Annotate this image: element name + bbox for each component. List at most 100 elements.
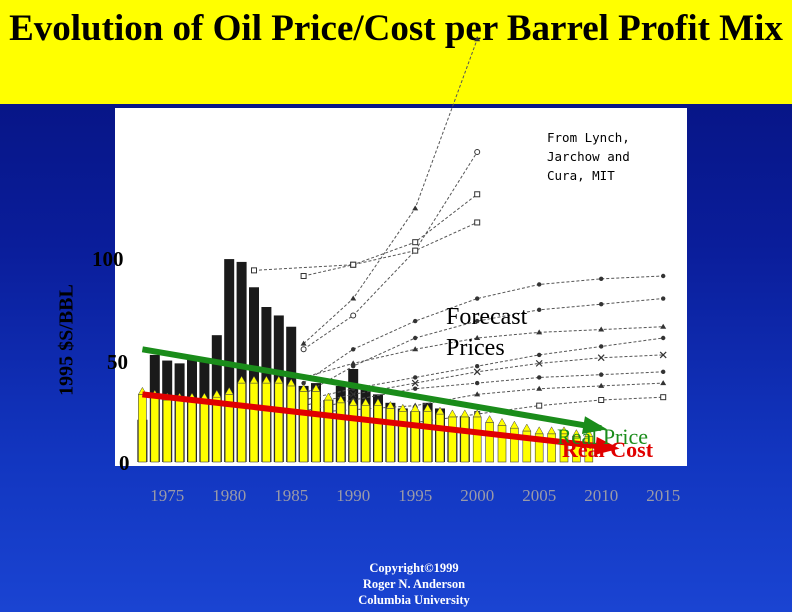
forecast-point — [474, 149, 481, 155]
real-cost-label: Real Cost — [562, 437, 654, 462]
forecast-point — [660, 323, 667, 329]
forecast-point — [536, 385, 543, 391]
forecast-point — [474, 219, 481, 226]
forecast-point — [473, 368, 481, 376]
x-tick-label: 1995 — [398, 486, 432, 505]
real-cost-bar-head — [509, 420, 519, 429]
real-cost-bar — [460, 416, 470, 463]
real-cost-bar-head — [460, 409, 470, 418]
source-note: From Lynch, Jarchow and Cura, MIT — [547, 128, 657, 185]
real-cost-bar-head — [274, 375, 284, 384]
forecast-point — [599, 372, 604, 377]
forecast-point — [598, 326, 605, 332]
source-note-line: Cura, MIT — [547, 168, 615, 183]
real-cost-bar — [150, 396, 160, 463]
real-cost-bar-head — [237, 375, 247, 384]
real-cost-bar-head — [423, 403, 433, 412]
real-cost-bar-head — [286, 378, 296, 387]
real-price-label: Real Price — [557, 424, 649, 449]
y-tick-label: 100 — [92, 247, 124, 271]
y-axis-label: 1995 $S/BBL — [55, 284, 78, 396]
real-cost-bar — [423, 410, 432, 463]
forecast-point — [599, 276, 604, 282]
x-tick-label: 2000 — [460, 486, 494, 505]
x-tick-label: 2005 — [522, 486, 556, 505]
real-cost-bar — [373, 405, 383, 463]
x-tick-label: 2010 — [584, 486, 618, 505]
real-cost-bar-head — [323, 392, 333, 401]
forecast-point — [598, 397, 605, 403]
real-cost-bar-head — [584, 429, 594, 437]
y-tick-label: 50 — [107, 350, 128, 374]
real-cost-bar-head — [336, 395, 346, 404]
real-cost-bar-head — [261, 375, 271, 384]
forecast-point — [661, 296, 666, 301]
forecast-point — [411, 379, 419, 387]
real-cost-bar-head — [398, 403, 408, 412]
forecast-point — [351, 347, 356, 352]
copyright-line: Roger N. Anderson — [362, 577, 466, 591]
real-cost-bar-head — [299, 384, 309, 392]
copyright-line: Copyright©1999 — [369, 561, 459, 575]
forecast-point — [300, 346, 307, 353]
forecast-price-line — [303, 39, 478, 345]
forecast-point — [597, 354, 605, 362]
forecast-point — [474, 335, 481, 340]
y-tick-label: 0 — [119, 451, 130, 475]
forecast-point — [413, 318, 418, 324]
real-cost-bar — [336, 402, 346, 463]
forecast-point — [300, 340, 307, 346]
forecast-point — [537, 375, 542, 380]
real-cost-bar — [361, 405, 370, 463]
forecast-point — [660, 394, 667, 401]
forecast-point — [350, 295, 357, 301]
forecast-point — [537, 307, 542, 313]
real-cost-bar-head — [497, 417, 507, 426]
forecast-price-line — [328, 382, 664, 412]
real-price-arrow-line — [141, 346, 602, 432]
real-cost-bar — [262, 382, 271, 463]
real-cost-bar — [286, 385, 296, 463]
forecast-point — [300, 273, 307, 279]
copyright-note: Copyright©1999 Roger N. Anderson Columbi… — [345, 560, 483, 608]
real-cost-bar — [472, 416, 482, 463]
real-cost-bar-head — [472, 409, 482, 418]
real-cost-bar — [175, 399, 184, 463]
forecast-point — [349, 390, 357, 398]
forecast-point — [412, 346, 419, 352]
forecast-point — [412, 247, 419, 254]
forecast-point — [598, 382, 605, 388]
forecast-point — [474, 191, 481, 198]
real-cost-bar — [187, 399, 197, 463]
real-cost-bar-head — [311, 384, 321, 392]
historical-price-bar — [236, 261, 247, 462]
forecast-point — [537, 352, 542, 358]
forecast-point — [536, 329, 543, 335]
real-cost-bar-head — [447, 409, 457, 418]
forecast-price-line — [253, 221, 478, 271]
forecast-point — [251, 267, 257, 274]
real-cost-bar-head — [547, 426, 557, 435]
forecast-point — [661, 335, 666, 341]
real-cost-bar — [410, 410, 420, 463]
real-cost-bar-head — [559, 426, 569, 435]
x-tick-label: 1985 — [274, 486, 308, 505]
forecast-point — [475, 296, 480, 301]
real-cost-bar — [162, 399, 172, 463]
real-cost-bar — [138, 394, 147, 463]
forecast-point — [412, 205, 419, 211]
real-cost-bar-head — [249, 375, 259, 384]
real-cost-bar-head — [410, 403, 420, 412]
forecast-line: Prices — [446, 335, 505, 361]
real-cost-bar — [448, 416, 457, 463]
real-cost-bar-head — [373, 398, 383, 406]
forecast-point — [660, 380, 667, 386]
real-price-arrow-head — [581, 416, 608, 435]
x-tick-label: 1980 — [212, 486, 246, 505]
historical-price-bar — [224, 259, 235, 462]
x-tick-label: 1975 — [150, 486, 184, 505]
forecast-line: Forecast — [446, 304, 528, 330]
source-note-line: From Lynch, — [547, 130, 630, 145]
real-cost-bar-head — [571, 429, 581, 437]
real-cost-bar — [249, 382, 259, 463]
